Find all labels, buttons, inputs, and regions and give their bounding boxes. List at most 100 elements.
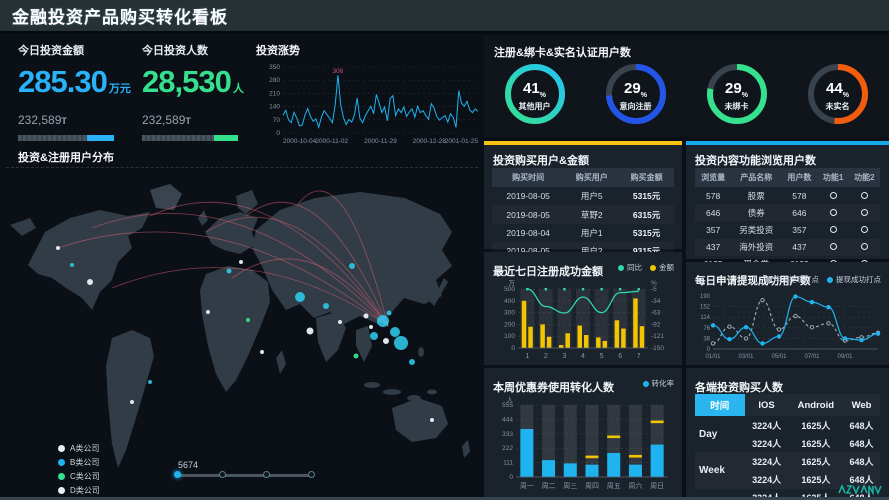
- svg-text:0: 0: [511, 345, 515, 352]
- page-title: 金融投资产品购买转化看板: [12, 8, 228, 27]
- table-cell: 6315元: [619, 205, 674, 223]
- svg-text:05/01: 05/01: [771, 354, 787, 360]
- header-bar: 金融投资产品购买转化看板: [0, 0, 889, 33]
- slider-stop-2[interactable]: [263, 471, 271, 478]
- column-header: 购买时间: [492, 168, 565, 187]
- column-header: 用户数: [781, 168, 818, 187]
- kpi-progress-fill: [87, 135, 114, 141]
- legend-item[interactable]: 转化率: [642, 378, 675, 389]
- kpi-unit: 人: [232, 83, 244, 95]
- slider-stop-3[interactable]: [308, 471, 315, 478]
- table-cell: 648人: [849, 438, 874, 449]
- table-cell: 648人: [849, 420, 874, 431]
- svg-text:0: 0: [509, 474, 513, 481]
- kpi-progress-bar: [142, 135, 238, 141]
- watermark-logo: [838, 484, 882, 495]
- radio-icon[interactable]: [860, 243, 868, 251]
- svg-text:2000-12-28: 2000-12-28: [413, 138, 447, 145]
- svg-text:-63: -63: [651, 310, 661, 317]
- table-row: 357 另类投资 357: [695, 221, 880, 238]
- svg-text:07/01: 07/01: [804, 354, 820, 360]
- map-legend-item[interactable]: C类公司: [58, 471, 100, 482]
- group-label: Week: [695, 452, 745, 488]
- radio-icon[interactable]: [829, 225, 837, 233]
- gauge-value: 29%: [624, 79, 647, 99]
- table-cell: 648人: [843, 471, 880, 489]
- kpi-subvalue: 232,589T: [18, 113, 67, 127]
- svg-text:-121: -121: [651, 333, 664, 340]
- chart-legend: 申请提现打点 提现成功打点: [765, 274, 881, 285]
- legend-dot: [58, 445, 65, 452]
- table-cell: 646: [781, 204, 817, 221]
- gauge-label: 未实名: [825, 101, 850, 111]
- svg-text:222: 222: [502, 445, 513, 452]
- svg-text:-92: -92: [651, 321, 661, 328]
- svg-text:38: 38: [703, 336, 710, 342]
- slider-stop-1[interactable]: [218, 471, 226, 478]
- slider-stop-0[interactable]: [174, 471, 181, 478]
- legend-dot: [58, 459, 65, 466]
- browse-panel-title: 投资内容功能浏览用户数: [695, 155, 816, 167]
- legend-dot: [618, 264, 624, 271]
- legend-dot: [827, 276, 833, 283]
- kpi-label: 今日投资人数: [142, 45, 208, 57]
- weekly-registration-panel: 最近七日注册成功金额 同比 金额 0 100 200 300 400 500 -5 -34 -63…: [484, 252, 682, 365]
- radio-icon[interactable]: [829, 191, 837, 199]
- map-data-dots: [56, 246, 434, 422]
- table-cell: 5315元: [632, 191, 661, 202]
- table-cell: 1625人: [789, 489, 843, 500]
- radio-icon[interactable]: [860, 208, 868, 216]
- feature-toggle-cell: [849, 187, 880, 204]
- table-cell: 1625人: [789, 471, 843, 489]
- slider-track[interactable]: [174, 471, 315, 478]
- legend-item[interactable]: 申请提现打点: [765, 274, 819, 285]
- flight-arcs: [57, 190, 389, 327]
- world-map-svg: [10, 184, 470, 468]
- trend-title: 投资涨势: [256, 45, 300, 57]
- table-row: 3224人 1625人 648人: [695, 471, 880, 489]
- legend-item[interactable]: 提现成功打点: [827, 274, 881, 285]
- feature-toggle-cell: [817, 204, 848, 221]
- column-header: 功能1: [817, 168, 849, 187]
- purchase-panel: 投资购买用户&金额 购买时间 购买用户 购买金额 2019-08-05 用户5 5315…: [484, 141, 682, 275]
- radio-icon[interactable]: [860, 225, 868, 233]
- svg-text:3: 3: [562, 353, 566, 360]
- svg-text:03/01: 03/01: [738, 354, 754, 360]
- table-cell: 578: [705, 190, 721, 201]
- continents: [10, 184, 470, 468]
- gauges-panel: 注册&绑卡&实名认证用户数 41% 其他用户 29% 意向注册 29% 未绑卡 44% 未实名: [484, 36, 889, 137]
- table-cell: 2019-08-05: [492, 242, 564, 260]
- svg-text:09/01: 09/01: [837, 354, 853, 360]
- radio-icon[interactable]: [829, 208, 837, 216]
- withdraw-success-chart: 0 38 76 114 152 190 01/01 03/01 05/01 07/01 09/01: [692, 289, 883, 366]
- legend-label: 提现成功打点: [836, 275, 881, 284]
- gauge-value: 44%: [826, 79, 849, 99]
- map-legend-item[interactable]: D类公司: [58, 485, 100, 496]
- svg-text:2: 2: [544, 353, 548, 360]
- table-cell: 357: [705, 224, 721, 235]
- gauge-2: 29% 未绑卡: [686, 60, 787, 132]
- svg-text:周五: 周五: [607, 482, 621, 490]
- table-row: 437 海外投资 437: [695, 239, 880, 256]
- legend-label: 转化率: [651, 379, 675, 388]
- legend-item[interactable]: 同比: [618, 262, 642, 273]
- radio-icon[interactable]: [860, 191, 868, 199]
- svg-text:周四: 周四: [585, 482, 599, 490]
- withdraw-panel: 每日申请提现成功用户数 申请提现打点 提现成功打点 0 38 76 114 152 190 0…: [686, 262, 889, 365]
- gauges-title: 注册&绑卡&实名认证用户数: [494, 47, 631, 59]
- legend-item[interactable]: 金额: [650, 262, 674, 273]
- svg-text:周一: 周一: [520, 482, 534, 490]
- radio-icon[interactable]: [829, 243, 837, 251]
- svg-text:6: 6: [618, 353, 622, 360]
- table-row: 2019-08-04 用户1 5315元: [492, 224, 674, 242]
- column-header[interactable]: 时间: [695, 394, 745, 416]
- table-cell: 5315元: [632, 227, 661, 238]
- map-legend-item[interactable]: B类公司: [58, 457, 100, 468]
- map-legend-item[interactable]: A类公司: [58, 443, 100, 454]
- platform-panel-title: 各端投资购买人数: [695, 382, 783, 394]
- weekly-registration-chart: 0 100 200 300 400 500 -5 -34 -63 -92 -121 -150 万% 1 2 3…: [491, 278, 675, 367]
- svg-text:140: 140: [269, 104, 280, 111]
- table-cell: 648人: [843, 489, 880, 500]
- table-cell: 2019-08-04: [506, 227, 550, 238]
